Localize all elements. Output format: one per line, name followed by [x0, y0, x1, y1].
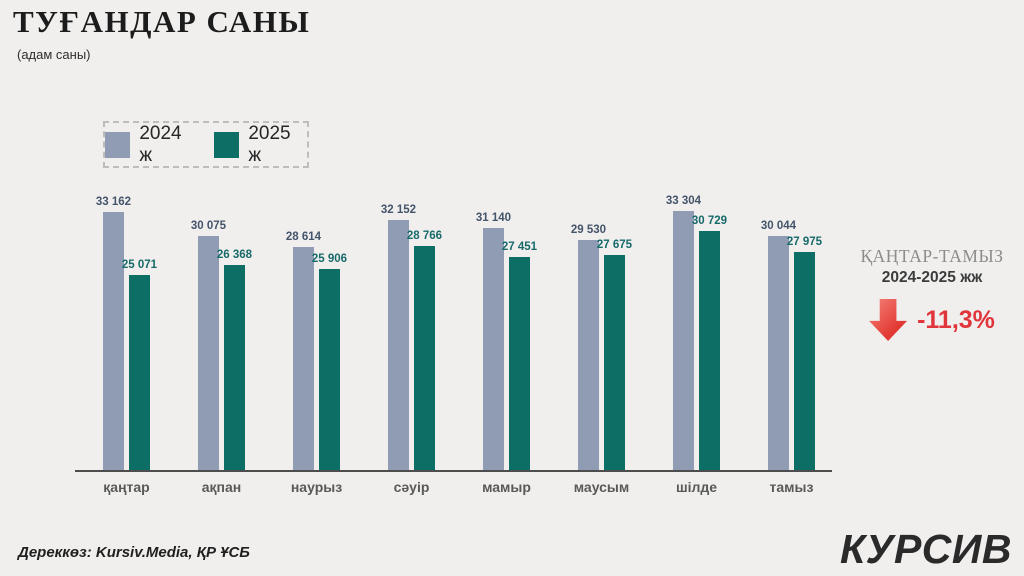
- legend-swatch-2025: [214, 131, 240, 158]
- bar-2025-ақпан: [224, 265, 245, 470]
- x-axis-label-шілде: шілде: [675, 479, 718, 495]
- bar-2025-маусым: [604, 255, 625, 470]
- source-note: Дереккөз: Kursiv.Media, ҚР ҰСБ: [18, 544, 250, 561]
- bar-value-label-2025-мамыр: 27 451: [501, 241, 538, 253]
- bar-2024-тамыз: [768, 236, 789, 470]
- bar-2024-наурыз: [293, 247, 314, 470]
- x-axis-label-ақпан: ақпан: [201, 479, 242, 495]
- bar-2024-мамыр: [483, 228, 504, 470]
- bar-value-label-2025-қаңтар: 25 071: [121, 259, 158, 271]
- bar-value-label-2025-наурыз: 25 906: [311, 253, 348, 265]
- page-subtitle: (адам саны): [17, 47, 91, 62]
- bar-2024-қаңтар: [103, 212, 124, 470]
- annotation-years: 2024-2025 жж: [881, 269, 983, 286]
- bar-2025-мамыр: [509, 257, 530, 470]
- bar-2025-қаңтар: [129, 275, 150, 470]
- annotation-period-heading: ҚАҢТАР-ТАМЫЗ: [860, 246, 1004, 266]
- x-axis-label-маусым: маусым: [573, 479, 630, 495]
- red-down-arrow-icon: [869, 299, 908, 341]
- bar-value-label-2024-ақпан: 30 075: [190, 220, 227, 232]
- legend-label-2025: 2025 ж: [248, 122, 291, 166]
- page-title: ТУҒАНДАР САНЫ: [13, 4, 311, 39]
- bar-value-label-2025-тамыз: 27 975: [786, 236, 823, 248]
- legend-item-2025: 2025 ж: [214, 123, 307, 167]
- bar-value-label-2024-сәуір: 32 152: [380, 204, 417, 216]
- bar-value-label-2024-наурыз: 28 614: [285, 231, 322, 243]
- bar-2024-маусым: [578, 240, 599, 470]
- x-axis-label-сәуір: сәуір: [393, 479, 430, 495]
- delta-percent-value: -11,3%: [917, 305, 995, 334]
- x-axis-label-қаңтар: қаңтар: [103, 479, 150, 495]
- bar-2025-шілде: [699, 231, 720, 470]
- kursiv-logo: КУРСИВ: [839, 526, 1012, 572]
- bar-2025-сәуір: [414, 246, 435, 470]
- x-axis-label-наурыз: наурыз: [290, 479, 343, 495]
- x-axis-label-тамыз: тамыз: [769, 479, 814, 495]
- bar-value-label-2024-қаңтар: 33 162: [95, 196, 132, 208]
- bar-2024-шілде: [673, 211, 694, 470]
- annotation-delta-row: -11,3%: [852, 299, 1012, 341]
- chart-legend: 2024 ж 2025 ж: [103, 121, 309, 168]
- legend-label-2024: 2024 ж: [139, 122, 182, 166]
- legend-item-2024: 2024 ж: [105, 123, 198, 167]
- bar-2025-наурыз: [319, 269, 340, 470]
- bar-value-label-2024-маусым: 29 530: [570, 224, 607, 236]
- bar-value-label-2024-шілде: 33 304: [665, 195, 702, 207]
- x-axis-label-мамыр: мамыр: [482, 479, 531, 495]
- bar-2024-сәуір: [388, 220, 409, 470]
- bar-value-label-2025-ақпан: 26 368: [216, 249, 253, 261]
- bar-2025-тамыз: [794, 252, 815, 470]
- legend-swatch-2024: [105, 131, 131, 158]
- summary-annotation: ҚАҢТАР-ТАМЫЗ 2024-2025 жж -11,3%: [852, 246, 1012, 341]
- x-axis-line: [75, 470, 832, 472]
- bar-chart-plot: 33 162 25 071 қаңтар 30 075 26 368 ақпан 28 61…: [75, 180, 832, 495]
- bar-value-label-2024-мамыр: 31 140: [475, 212, 512, 224]
- bar-value-label-2024-тамыз: 30 044: [760, 220, 797, 232]
- bar-value-label-2025-маусым: 27 675: [596, 239, 633, 251]
- bar-2024-ақпан: [198, 236, 219, 470]
- bar-value-label-2025-сәуір: 28 766: [406, 230, 443, 242]
- bar-value-label-2025-шілде: 30 729: [691, 215, 728, 227]
